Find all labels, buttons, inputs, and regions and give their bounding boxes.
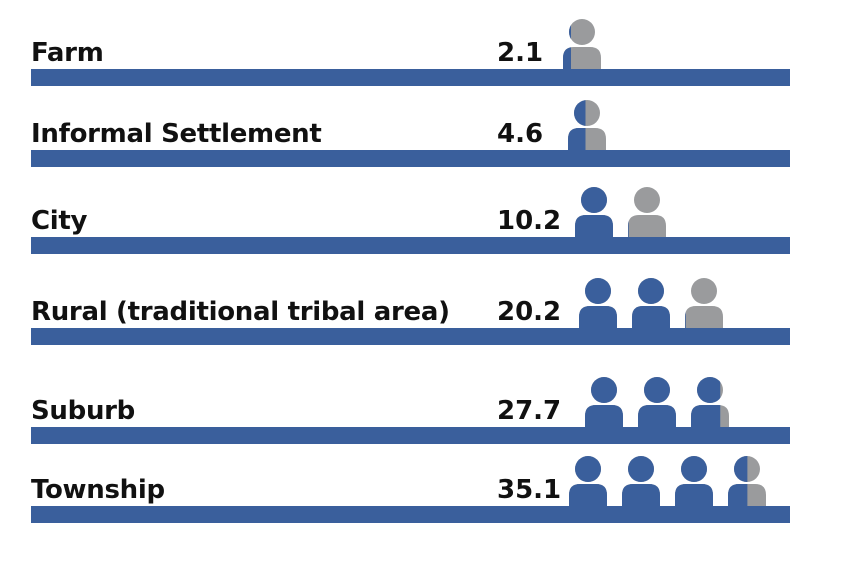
person-icon [622, 456, 660, 506]
person-icon-filled [579, 278, 617, 328]
person-icon [575, 187, 613, 237]
person-icon [563, 19, 601, 69]
person-icon [632, 278, 670, 328]
value-label: 10.2 [497, 206, 562, 236]
person-icon-filled [568, 100, 586, 150]
person-icon [569, 456, 607, 506]
person-icon [638, 377, 676, 427]
row-bar [31, 427, 790, 444]
person-icons [562, 98, 615, 150]
person-icon-filled [569, 456, 607, 506]
category-label: City [31, 206, 88, 236]
chart-row-informal-settlement: Informal Settlement 4.6 [0, 87, 850, 167]
value-label: 35.1 [497, 475, 562, 505]
row-bar [31, 506, 790, 523]
person-icon-empty [563, 19, 601, 69]
person-icon [728, 456, 766, 506]
person-icon-empty [628, 187, 666, 237]
person-icons [557, 17, 610, 69]
value-label: 2.1 [497, 38, 544, 68]
person-icon-filled [728, 456, 748, 506]
person-icon-filled [632, 278, 670, 328]
row-bar [31, 328, 790, 345]
person-icon-filled [628, 221, 629, 237]
person-icon [675, 456, 713, 506]
row-bar [31, 69, 790, 86]
category-label: Suburb [31, 396, 135, 426]
person-icon-filled [691, 377, 721, 427]
person-icon-filled [585, 377, 623, 427]
person-icons [563, 454, 775, 506]
chart-row-suburb: Suburb 27.7 [0, 364, 850, 444]
person-icon [628, 187, 666, 237]
person-icon-empty [685, 278, 723, 328]
person-icon-filled [622, 456, 660, 506]
person-icon-filled [638, 377, 676, 427]
person-icon [568, 100, 606, 150]
person-icon-filled [563, 25, 571, 69]
chart-row-rural: Rural (traditional tribal area) 20.2 [0, 265, 850, 345]
person-icon-filled [685, 312, 686, 328]
category-label: Township [31, 475, 165, 505]
chart-row-city: City 10.2 [0, 174, 850, 254]
value-label: 20.2 [497, 297, 562, 327]
person-icon-filled [575, 187, 613, 237]
person-icon-filled [675, 456, 713, 506]
category-label: Rural (traditional tribal area) [31, 297, 450, 327]
category-label: Informal Settlement [31, 119, 322, 149]
person-icons [569, 185, 675, 237]
person-icon [691, 377, 729, 427]
category-label: Farm [31, 38, 104, 68]
row-bar [31, 237, 790, 254]
value-label: 4.6 [497, 119, 544, 149]
chart-row-township: Township 35.1 [0, 443, 850, 523]
person-icon [579, 278, 617, 328]
person-icons [573, 276, 732, 328]
row-bar [31, 150, 790, 167]
person-icons [579, 375, 738, 427]
person-icon [585, 377, 623, 427]
value-label: 27.7 [497, 396, 562, 426]
person-icon [685, 278, 723, 328]
chart-row-farm: Farm 2.1 [0, 6, 850, 86]
